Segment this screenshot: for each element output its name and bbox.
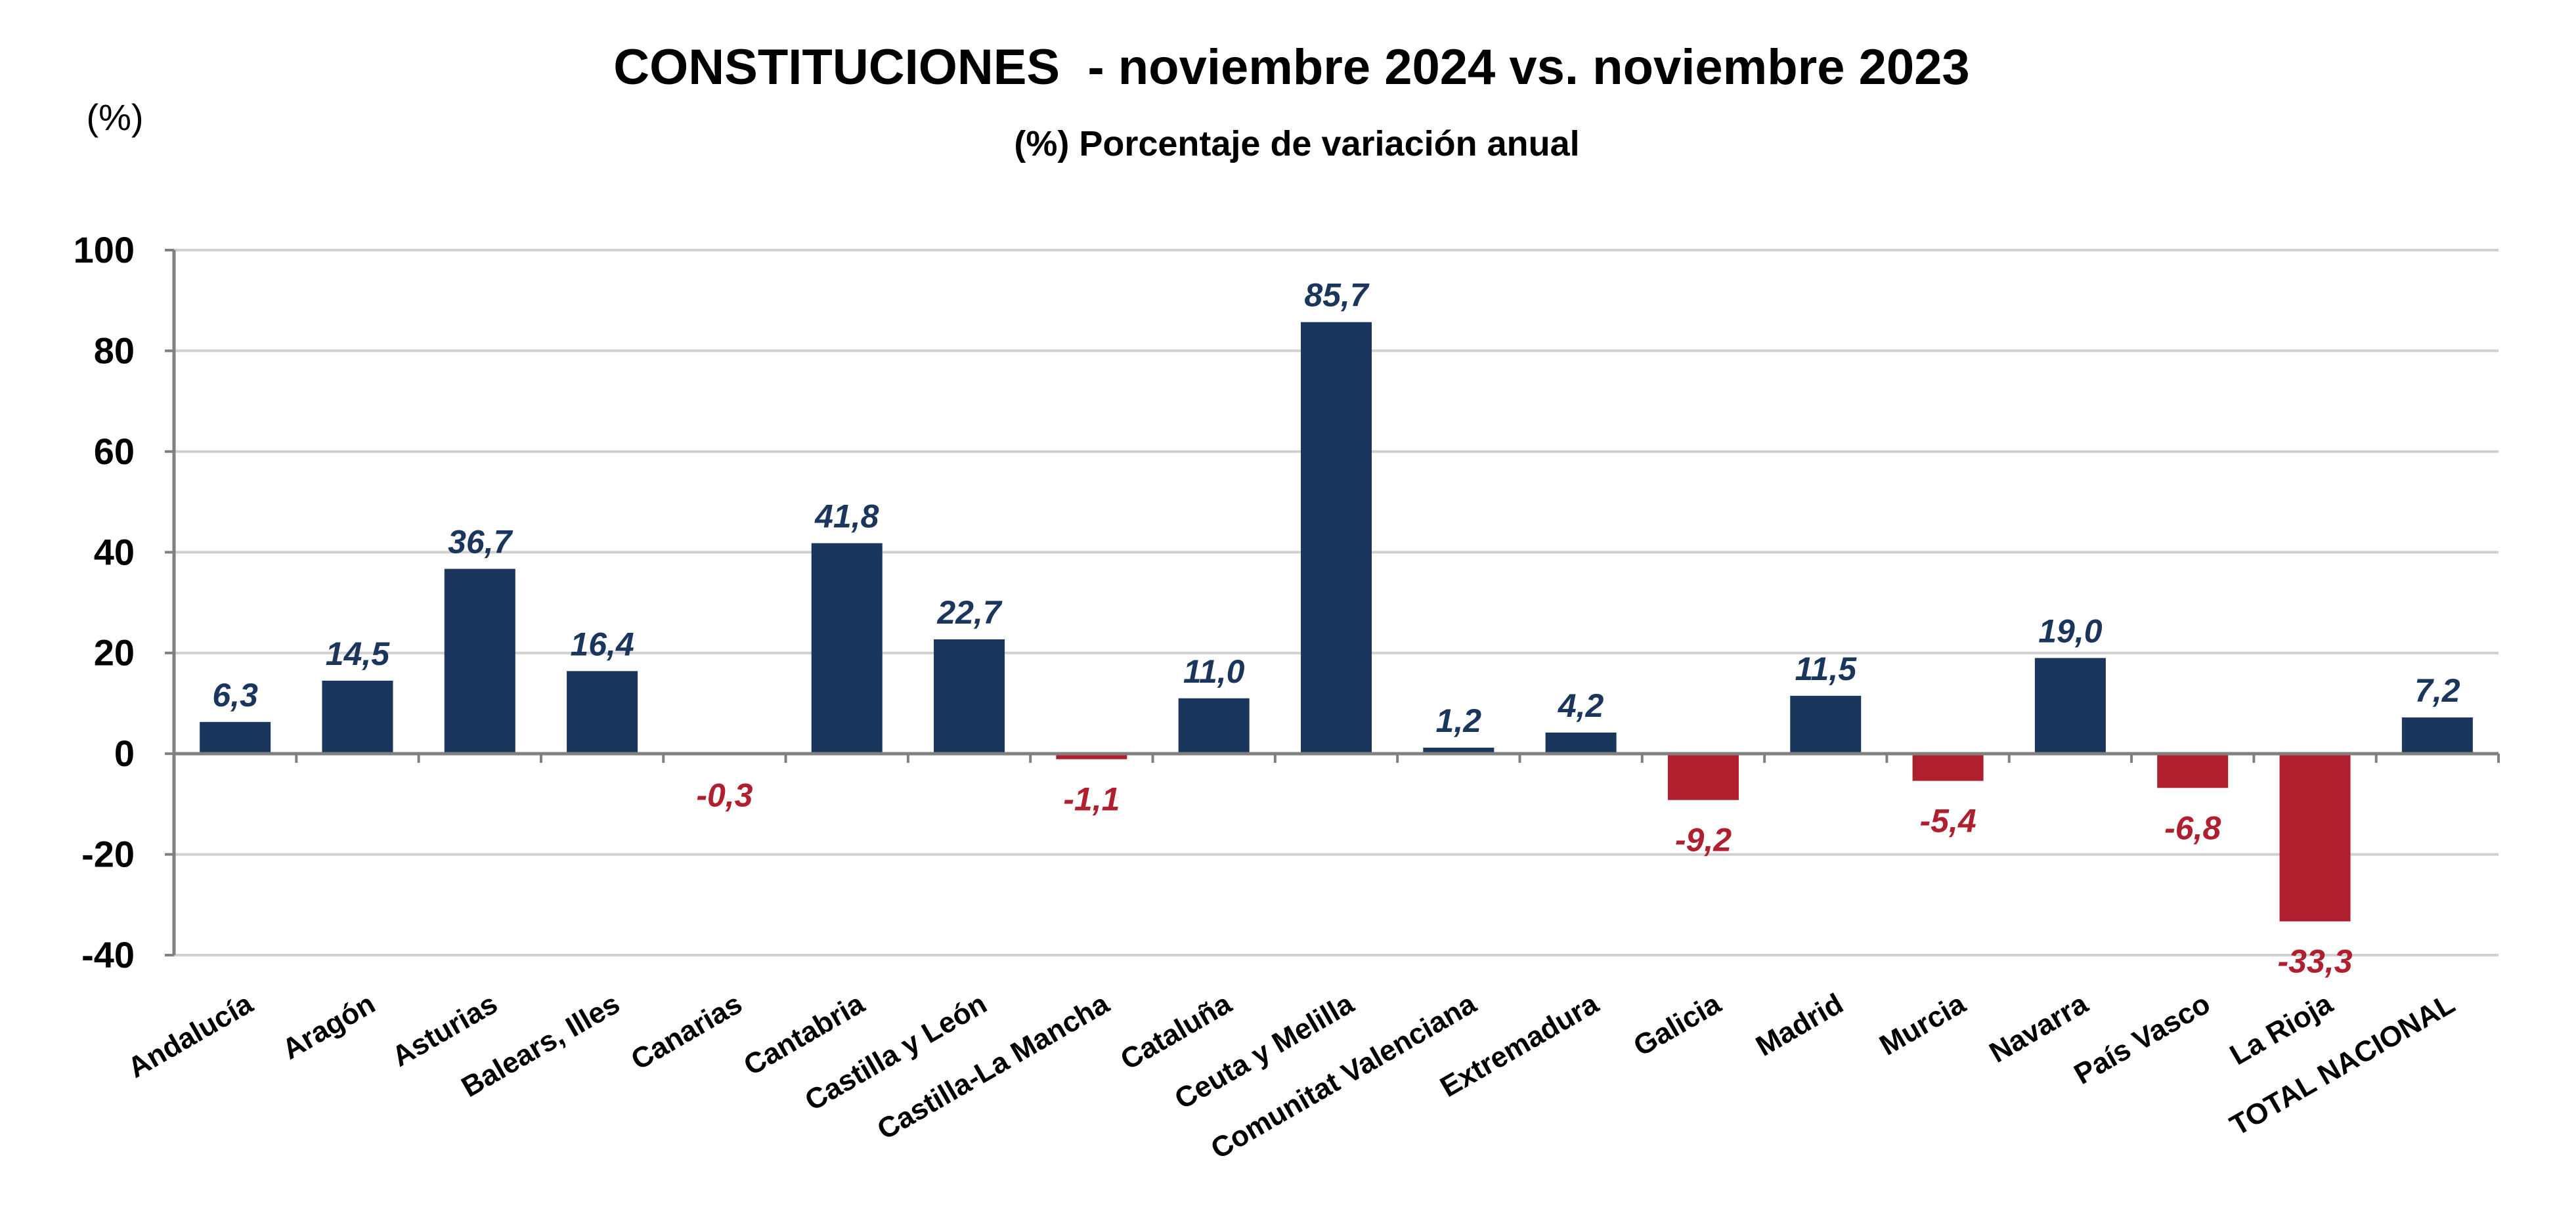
data-label: 19,0: [2038, 612, 2103, 649]
category-label: Castilla-La Mancha: [872, 987, 1115, 1146]
y-tick-label: -40: [81, 934, 135, 975]
bar-pa-s-vasco: [2157, 754, 2229, 788]
data-label: -1,1: [1063, 781, 1120, 818]
data-label: 1,2: [1436, 702, 1482, 739]
bar-arag-n: [322, 680, 393, 754]
category-label: País Vasco: [2069, 987, 2216, 1090]
data-label: 6,3: [212, 677, 258, 714]
data-label: 36,7: [448, 524, 513, 561]
bar-andaluc-a: [200, 721, 271, 754]
bar-cantabria: [811, 543, 883, 754]
bar-castilla-la-mancha: [1056, 754, 1127, 759]
bar-murcia: [1912, 754, 1984, 781]
chart-subtitle: (%) Porcentaje de variación anual: [1014, 124, 1579, 163]
category-label: Murcia: [1874, 987, 1971, 1062]
category-label: Canarias: [626, 987, 747, 1076]
y-tick-label: 20: [94, 632, 135, 674]
bar-navarra: [2034, 658, 2106, 754]
bar-la-rioja: [2279, 754, 2351, 922]
data-label: -9,2: [1675, 822, 1732, 859]
category-label: TOTAL NACIONAL: [2225, 987, 2460, 1142]
bar-castilla-y-le-n: [934, 639, 1005, 754]
data-label: 16,4: [570, 626, 634, 662]
unit-label: (%): [86, 96, 143, 138]
data-label: 7,2: [2414, 672, 2460, 709]
data-label: 11,0: [1183, 653, 1245, 690]
y-tick-label: 80: [94, 330, 135, 371]
chart-title: CONSTITUCIONES - noviembre 2024 vs. novi…: [613, 39, 1969, 95]
y-tick-label: 0: [114, 733, 135, 774]
data-label: 22,7: [936, 594, 1003, 631]
data-label: 11,5: [1795, 651, 1857, 687]
bar-balears-illes: [567, 671, 638, 754]
bar-madrid: [1790, 695, 1862, 754]
category-label: Navarra: [1984, 987, 2093, 1069]
axes: [165, 249, 2500, 956]
bars: [200, 322, 2473, 922]
data-label: -33,3: [2278, 943, 2353, 980]
bar-ceuta-y-melilla: [1301, 322, 1372, 754]
category-label: Galicia: [1628, 987, 1726, 1063]
category-label: Madrid: [1751, 987, 1848, 1063]
data-label: 41,8: [814, 498, 879, 534]
data-labels: 6,3 14,5 36,7 16,4 -0,3 41,8 22,7 -1,1 11,0 85,7 1…: [212, 277, 2460, 980]
bar-catalu-a: [1178, 698, 1250, 754]
category-label: Andalucía: [123, 987, 259, 1084]
data-label: 14,5: [326, 635, 391, 672]
data-label: -6,8: [2164, 809, 2221, 846]
data-label: -0,3: [696, 777, 753, 813]
bar-comunitat-valenciana: [1423, 747, 1495, 754]
bar-asturias: [444, 568, 515, 754]
data-label: 85,7: [1304, 277, 1370, 314]
bar-total-nacional: [2401, 717, 2473, 754]
y-tick-label: -20: [81, 834, 135, 875]
y-tick-label: 40: [94, 531, 135, 572]
data-label: -5,4: [1919, 803, 1976, 840]
y-axis-ticks: 100 80 60 40 20 0 -20 -40: [74, 229, 135, 975]
y-tick-label: 60: [94, 431, 135, 472]
data-label: 4,2: [1558, 687, 1604, 724]
bar-galicia: [1667, 754, 1739, 800]
category-label: Aragón: [277, 987, 381, 1065]
bar-extremadura: [1545, 732, 1617, 754]
y-tick-label: 100: [74, 229, 135, 270]
